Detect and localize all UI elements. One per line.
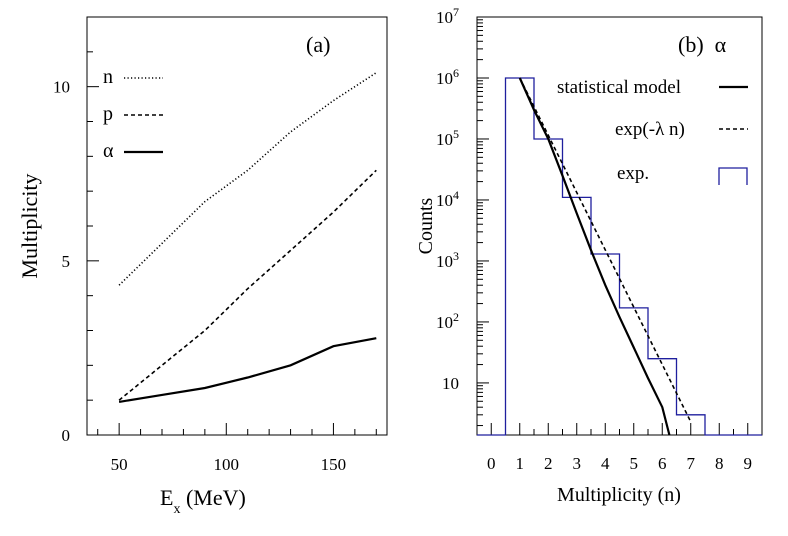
x-tick-label: 4 — [601, 454, 610, 473]
y-tick-label: 103 — [436, 249, 459, 271]
x-tick-label: 1 — [516, 454, 525, 473]
y-tick-label: 5 — [62, 252, 71, 271]
histogram-exp — [477, 77, 762, 436]
panel-a-ticks: 50 100 150 0 5 10 — [53, 16, 377, 474]
legend-a-p-label: p — [103, 103, 113, 125]
series-line-dashed — [519, 77, 692, 423]
y-tick-label: 10 — [53, 78, 70, 97]
y-tick-label: 0 — [62, 426, 71, 445]
x-tick-label: 2 — [544, 454, 553, 473]
panel-a-label: (a) — [306, 32, 330, 57]
legend-a-n-label: n — [103, 66, 113, 88]
panel-a-frame — [86, 16, 388, 436]
y-tick-label: 102 — [436, 310, 459, 332]
y-tick-label: 107 — [436, 5, 459, 27]
panel-a-ylabel: Multiplicity — [17, 173, 42, 278]
x-tick-label: 7 — [687, 454, 696, 473]
x-tick-label: 50 — [111, 455, 128, 474]
series-line-solid — [118, 337, 377, 403]
panel-b-xlabel: Multiplicity (n) — [557, 484, 681, 506]
legend-b-model-label: statistical model — [557, 77, 681, 98]
x-tick-label: 8 — [715, 454, 724, 473]
panel-a-legend: n p α — [103, 66, 163, 162]
panel-b-series — [477, 77, 762, 436]
legend-b-exp-fit-label: exp(-λ n) — [615, 119, 685, 140]
panel-a: 50 100 150 0 5 10 (a) n p α Ex (MeV) Multipli… — [17, 16, 388, 517]
panel-b-ticks: 0 1 2 3 4 5 6 7 8 9 10 102 103 104 105 106 107 — [436, 5, 763, 473]
x-tick-label: 9 — [744, 454, 753, 473]
panel-a-series — [118, 72, 377, 403]
x-tick-label: 100 — [214, 455, 240, 474]
legend-b-data-swatch — [718, 167, 748, 185]
y-tick-label: 104 — [436, 188, 459, 210]
panel-b-label: (b) α — [678, 32, 727, 57]
panel-b-ylabel: Counts — [415, 197, 437, 254]
y-tick-label: 10 — [442, 374, 459, 393]
y-tick-label: 106 — [436, 66, 459, 88]
x-tick-label: 0 — [487, 454, 496, 473]
series-line-dotted — [118, 72, 377, 286]
panel-b: 0 1 2 3 4 5 6 7 8 9 10 102 103 104 105 106 107 (b) α sta… — [415, 5, 763, 506]
x-tick-label: 5 — [630, 454, 639, 473]
legend-b-data-label: exp. — [617, 163, 649, 184]
x-tick-label: 150 — [321, 455, 347, 474]
series-line-dashed — [118, 169, 377, 401]
series-line-solid — [518, 77, 671, 436]
panel-a-xlabel: Ex (MeV) — [160, 485, 246, 517]
x-tick-label: 6 — [658, 454, 667, 473]
panel-b-legend: statistical model exp(-λ n) exp. — [557, 77, 748, 185]
x-tick-label: 3 — [573, 454, 582, 473]
y-tick-label: 105 — [436, 127, 459, 149]
legend-a-alpha-label: α — [103, 140, 114, 162]
